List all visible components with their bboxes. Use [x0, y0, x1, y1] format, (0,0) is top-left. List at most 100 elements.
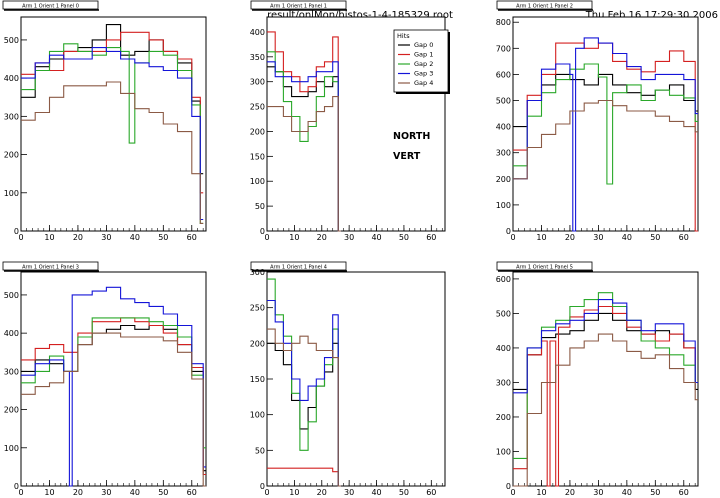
plot-panel: Arm 1 Orient 1 Panel 3 0 10 20 30 40 50 60 0 100 2…: [2, 261, 207, 497]
x-tick-label: 60: [679, 488, 689, 497]
x-tick-label: 60: [426, 233, 436, 242]
y-tick-label: 100: [250, 177, 265, 186]
legend-title: Hits: [397, 32, 410, 40]
plot-title-box: [2, 0, 99, 10]
y-tick-label: 400: [496, 123, 511, 132]
plot-panel: Arm 1 Orient 1 Panel 20 10 20 30 40 50 6001002…: [496, 0, 699, 242]
x-tick-label: 50: [650, 233, 660, 242]
y-tick-label: 500: [496, 309, 511, 318]
plot-panel: Arm 1 Orient 1 Panel 0 0 10 20 30 40 50 60 0 100 2…: [2, 0, 207, 242]
y-tick-label: 600: [496, 275, 511, 284]
y-tick-label: 300: [4, 112, 19, 121]
x-tick-label: 10: [44, 488, 54, 497]
x-tick-label: 30: [344, 233, 354, 242]
x-tick-label: 50: [158, 488, 168, 497]
series-line: [513, 305, 698, 487]
y-tick-label: 300: [250, 78, 265, 87]
series-line: [21, 286, 206, 487]
x-tick-label: 60: [679, 233, 689, 242]
y-tick-label: 250: [250, 103, 265, 112]
series-line: [267, 96, 341, 232]
file-name: result/onlMon/histos-1-4-185329.root: [267, 10, 453, 21]
legend-box: [393, 29, 449, 93]
y-tick-label: 100: [496, 201, 511, 210]
y-tick-label: 300: [496, 378, 511, 387]
y-tick-label: 0: [14, 227, 19, 236]
plot-panel: Arm 1 Orient 1 Panel 50 10 20 30 40 50 6001002…: [496, 261, 699, 497]
plot-frame: [20, 16, 207, 232]
series-line: [267, 299, 341, 487]
x-tick-label: 30: [344, 488, 354, 497]
series-line: [267, 31, 341, 232]
series-line: [513, 73, 698, 128]
x-tick-label: 40: [130, 488, 140, 497]
y-tick-label: 800: [496, 18, 511, 27]
y-tick-label: 0: [14, 482, 19, 491]
plot-title-box: [250, 261, 347, 271]
y-tick-label: 150: [250, 375, 265, 384]
y-tick-label: 350: [250, 53, 265, 62]
y-tick-label: 0: [260, 482, 265, 491]
plot-title: Arm 1 Orient 1 Panel 3: [22, 264, 79, 270]
x-tick-label: 20: [73, 233, 83, 242]
y-tick-label: 0: [260, 227, 265, 236]
x-tick-label: 50: [650, 488, 660, 497]
legend-entry: Gap 4: [414, 79, 433, 87]
y-tick-label: 400: [4, 74, 19, 83]
y-tick-label: 500: [4, 36, 19, 45]
series-line: [21, 43, 204, 224]
x-tick-label: 40: [371, 233, 381, 242]
plot-title: Arm 1 Orient 1 Panel 4: [270, 264, 327, 270]
plot-frame: [20, 271, 207, 487]
y-tick-label: 150: [250, 152, 265, 161]
series-line: [21, 332, 206, 487]
series-line: [513, 42, 698, 232]
x-tick-label: 20: [565, 233, 575, 242]
x-tick-label: 50: [399, 488, 409, 497]
y-tick-label: 250: [250, 304, 265, 313]
legend-entry: Gap 2: [414, 60, 433, 68]
series-line: [267, 61, 341, 232]
x-tick-label: 0: [510, 233, 515, 242]
y-tick-label: 200: [250, 127, 265, 136]
y-tick-label: 600: [496, 70, 511, 79]
series-line: [513, 299, 698, 394]
legend-entry: Gap 1: [414, 51, 433, 59]
x-tick-label: 30: [101, 488, 111, 497]
x-tick-label: 0: [18, 233, 23, 242]
series-line: [21, 47, 204, 221]
y-tick-label: 400: [4, 329, 19, 338]
y-tick-label: 500: [496, 97, 511, 106]
y-tick-label: 300: [250, 268, 265, 277]
plot-title-box: [2, 261, 99, 271]
legend-entry: Gap 0: [414, 41, 433, 49]
y-tick-label: 300: [4, 367, 19, 376]
x-tick-label: 40: [130, 233, 140, 242]
plot-title: Arm 1 Orient 1 Panel 5: [516, 264, 573, 270]
plot-frame: [512, 271, 699, 487]
y-tick-label: 300: [496, 149, 511, 158]
x-tick-label: 10: [289, 233, 299, 242]
y-tick-label: 200: [250, 339, 265, 348]
timestamp: Thu Feb 16 17:29:30 2006: [585, 10, 718, 21]
x-tick-label: 30: [101, 233, 111, 242]
x-tick-label: 0: [18, 488, 23, 497]
y-tick-label: 0: [506, 482, 511, 491]
y-tick-label: 0: [506, 227, 511, 236]
y-tick-label: 100: [250, 411, 265, 420]
series-line: [513, 37, 698, 232]
y-tick-label: 50: [255, 202, 265, 211]
series-line: [267, 328, 341, 487]
x-tick-label: 40: [371, 488, 381, 497]
legend-entry: Gap 3: [414, 70, 433, 78]
x-tick-label: 0: [264, 233, 269, 242]
y-tick-label: 700: [496, 44, 511, 53]
x-tick-label: 40: [622, 488, 632, 497]
plot-title: Arm 1 Orient 1 Panel 2: [516, 3, 573, 9]
y-tick-label: 100: [4, 444, 19, 453]
y-tick-label: 200: [496, 175, 511, 184]
x-tick-label: 50: [158, 233, 168, 242]
